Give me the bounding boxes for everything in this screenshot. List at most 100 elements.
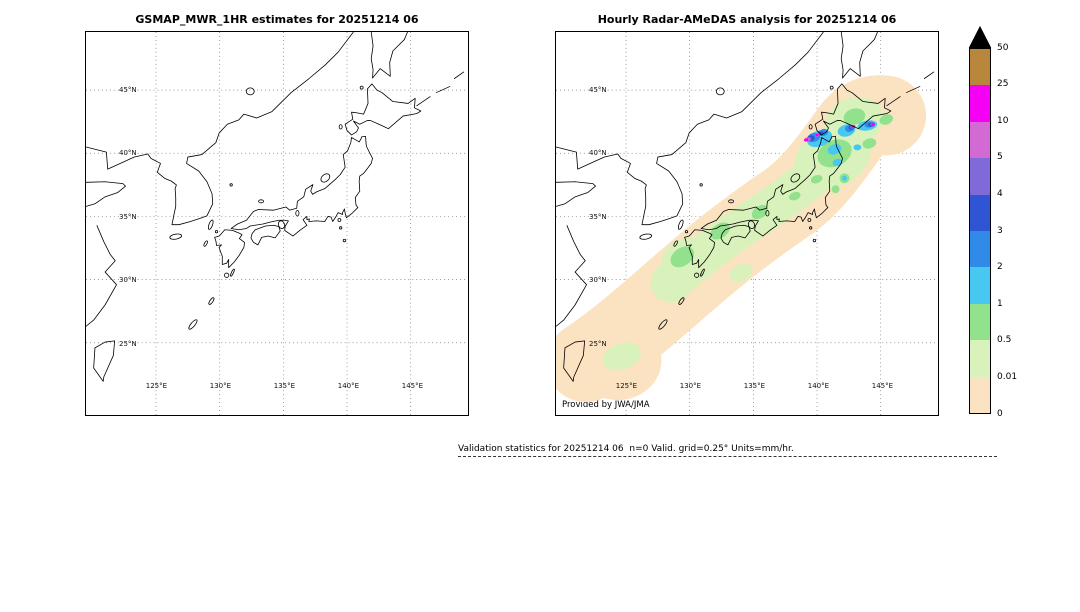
colorbar-tick-label: 4 xyxy=(997,188,1003,199)
precipitation-layer xyxy=(556,75,927,403)
left-panel-title: GSMAP_MWR_1HR estimates for 20251214 06 xyxy=(135,13,419,26)
coastline xyxy=(436,85,451,94)
lon-tick-label: 140°E xyxy=(807,382,830,390)
precip-cell xyxy=(879,114,894,125)
lon-tick-label: 140°E xyxy=(337,382,360,390)
island-outline xyxy=(700,268,705,277)
island-outline xyxy=(812,238,817,243)
island-outline xyxy=(207,219,214,230)
gsmap-estimates-map: 45°N 40°N 35°N 30°N 25°N 125°E 130°E 135°E 140°E… xyxy=(85,31,469,416)
coastline xyxy=(886,96,901,107)
coastline xyxy=(906,85,921,94)
island-outline xyxy=(699,183,703,187)
coastline xyxy=(86,32,354,226)
colorbar-segment-10-25 xyxy=(970,85,990,122)
coastline xyxy=(86,225,117,327)
precip-cell xyxy=(853,144,862,151)
data-provider-credit: Provided by JWA/JMA xyxy=(562,400,650,410)
lat-tick-label: 35°N xyxy=(119,212,137,221)
coastline xyxy=(93,340,116,382)
island-outline xyxy=(673,240,678,247)
lat-tick-label: 40°N xyxy=(119,149,137,158)
colorbar-tick-label: 5 xyxy=(997,152,1003,163)
coastline xyxy=(556,225,587,327)
island-outline xyxy=(728,199,734,204)
lake-outline xyxy=(295,210,300,217)
lon-tick-label: 125°E xyxy=(615,382,638,390)
island-outline xyxy=(214,230,219,234)
coastline xyxy=(840,32,878,79)
precip-cell xyxy=(710,222,730,240)
precip-cell xyxy=(827,144,842,155)
precip-cell xyxy=(831,185,840,194)
colorbar-segment-25-50 xyxy=(970,49,990,86)
coastline-layer xyxy=(86,32,465,382)
colorbar-segment-0.5-1 xyxy=(970,303,990,341)
island-outline xyxy=(208,297,215,305)
precip-cell xyxy=(670,246,695,268)
colorbar-overflow-triangle xyxy=(969,26,991,48)
colorbar-segment-5-10 xyxy=(970,121,990,159)
island-outline xyxy=(203,240,208,247)
island-outline xyxy=(277,220,285,229)
colorbar-tick-label: 25 xyxy=(997,79,1009,90)
precip-cell xyxy=(842,175,847,181)
precip-cell xyxy=(832,158,843,166)
map-canvas xyxy=(86,32,468,415)
coastline xyxy=(684,229,715,269)
lon-tick-label: 130°E xyxy=(209,382,232,390)
lon-tick-label: 125°E xyxy=(145,382,168,390)
precip-cell xyxy=(788,191,801,201)
island-outline xyxy=(320,173,331,183)
island-outline xyxy=(678,297,685,305)
lat-tick-label: 30°N xyxy=(119,276,137,285)
colorbar-tick-label: 50 xyxy=(997,42,1009,53)
precip-cell xyxy=(804,138,809,142)
lon-tick-label: 135°E xyxy=(273,382,296,390)
precip-cell xyxy=(602,342,641,371)
coastline xyxy=(720,224,751,246)
lon-tick-label: 145°E xyxy=(871,382,894,390)
colorbar-segment-0-0.01 xyxy=(970,376,990,413)
lake-outline xyxy=(765,210,770,217)
colorbar-tick-label: 0.01 xyxy=(997,371,1018,382)
coastline xyxy=(700,135,843,237)
island-outline xyxy=(684,230,689,234)
footer-dashed-line xyxy=(458,456,997,457)
island-outline xyxy=(188,319,198,330)
colorbar-segment-1-2 xyxy=(970,267,990,304)
lat-tick-label: 25°N xyxy=(589,339,607,348)
island-outline xyxy=(258,199,264,204)
precip-cell xyxy=(815,133,819,137)
coastline xyxy=(344,83,422,136)
precip-cell xyxy=(751,204,769,220)
lon-tick-label: 130°E xyxy=(679,382,702,390)
island-outline xyxy=(694,272,700,278)
coastline-layer xyxy=(556,32,935,382)
island-outline xyxy=(639,233,653,240)
coastline xyxy=(250,224,281,246)
colorbar-tick-label: 3 xyxy=(997,225,1003,236)
colorbar-tick-label: 1 xyxy=(997,298,1003,309)
coastline xyxy=(556,181,596,207)
colorbar-segment-3-4 xyxy=(970,194,990,231)
precip-cell xyxy=(871,122,876,126)
island-outline xyxy=(829,85,834,90)
colorbar-tick-label: 0.5 xyxy=(997,335,1012,346)
precip-cell xyxy=(862,138,877,149)
lat-tick-label: 45°N xyxy=(589,85,607,94)
colorbar-tick-label: 2 xyxy=(997,262,1003,273)
island-outline xyxy=(337,218,342,222)
island-outline xyxy=(677,219,684,230)
island-outline xyxy=(359,85,364,90)
lat-tick-label: 25°N xyxy=(119,339,137,348)
coastline xyxy=(416,96,431,107)
coastline xyxy=(453,71,465,80)
island-outline xyxy=(747,220,755,229)
colorbar-tick-label: 0 xyxy=(997,408,1003,419)
coastline xyxy=(923,71,935,80)
colorbar-segment-2-3 xyxy=(970,230,990,268)
lat-tick-label: 35°N xyxy=(589,212,607,221)
lake-outline xyxy=(245,87,255,96)
precip-cell xyxy=(810,174,823,184)
